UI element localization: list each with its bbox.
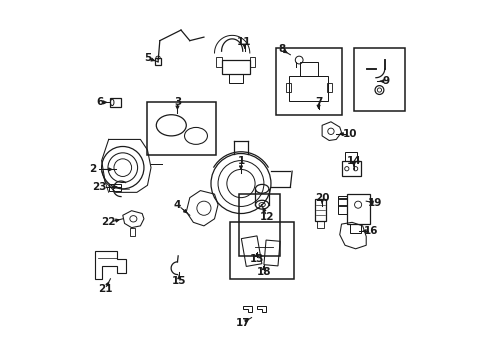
Text: 16: 16 — [364, 226, 378, 236]
Bar — [228, 74, 242, 83]
Bar — [239, 194, 279, 256]
Bar — [276, 48, 341, 115]
Bar — [346, 194, 369, 224]
Text: 17: 17 — [235, 318, 249, 328]
Text: 10: 10 — [343, 129, 357, 139]
Bar — [289, 76, 327, 100]
Text: 19: 19 — [367, 198, 382, 208]
Bar — [337, 196, 346, 213]
Bar — [314, 199, 325, 221]
Bar — [110, 98, 121, 107]
Bar — [108, 184, 121, 190]
Bar — [230, 222, 293, 279]
Bar — [216, 57, 221, 67]
Text: 13: 13 — [249, 255, 264, 264]
Text: 6: 6 — [96, 98, 103, 107]
Text: 12: 12 — [260, 212, 274, 222]
Bar — [326, 83, 331, 92]
Bar — [155, 58, 161, 66]
Bar — [345, 152, 357, 161]
Text: 9: 9 — [381, 76, 388, 86]
Text: 22: 22 — [101, 217, 116, 227]
Text: 20: 20 — [314, 193, 329, 203]
Bar — [241, 236, 262, 266]
Text: 21: 21 — [98, 284, 112, 294]
Bar — [353, 48, 404, 111]
Bar — [349, 224, 360, 233]
Text: 1: 1 — [237, 156, 244, 166]
Bar — [221, 60, 249, 74]
Bar — [147, 102, 216, 155]
Text: 5: 5 — [143, 53, 151, 63]
Text: 15: 15 — [172, 275, 186, 285]
Text: 4: 4 — [173, 200, 181, 210]
Text: 8: 8 — [277, 45, 285, 54]
Text: 7: 7 — [314, 98, 322, 107]
Bar — [264, 240, 280, 266]
Bar — [285, 83, 291, 92]
Bar — [300, 62, 317, 76]
Text: 11: 11 — [237, 37, 251, 48]
Text: 14: 14 — [346, 156, 361, 166]
Bar — [316, 221, 323, 228]
Bar — [341, 161, 360, 176]
Text: 18: 18 — [256, 267, 271, 277]
Text: 3: 3 — [174, 98, 181, 107]
Bar — [249, 57, 255, 67]
Bar — [130, 228, 135, 237]
Text: 23: 23 — [92, 182, 107, 192]
Text: 2: 2 — [89, 165, 96, 174]
